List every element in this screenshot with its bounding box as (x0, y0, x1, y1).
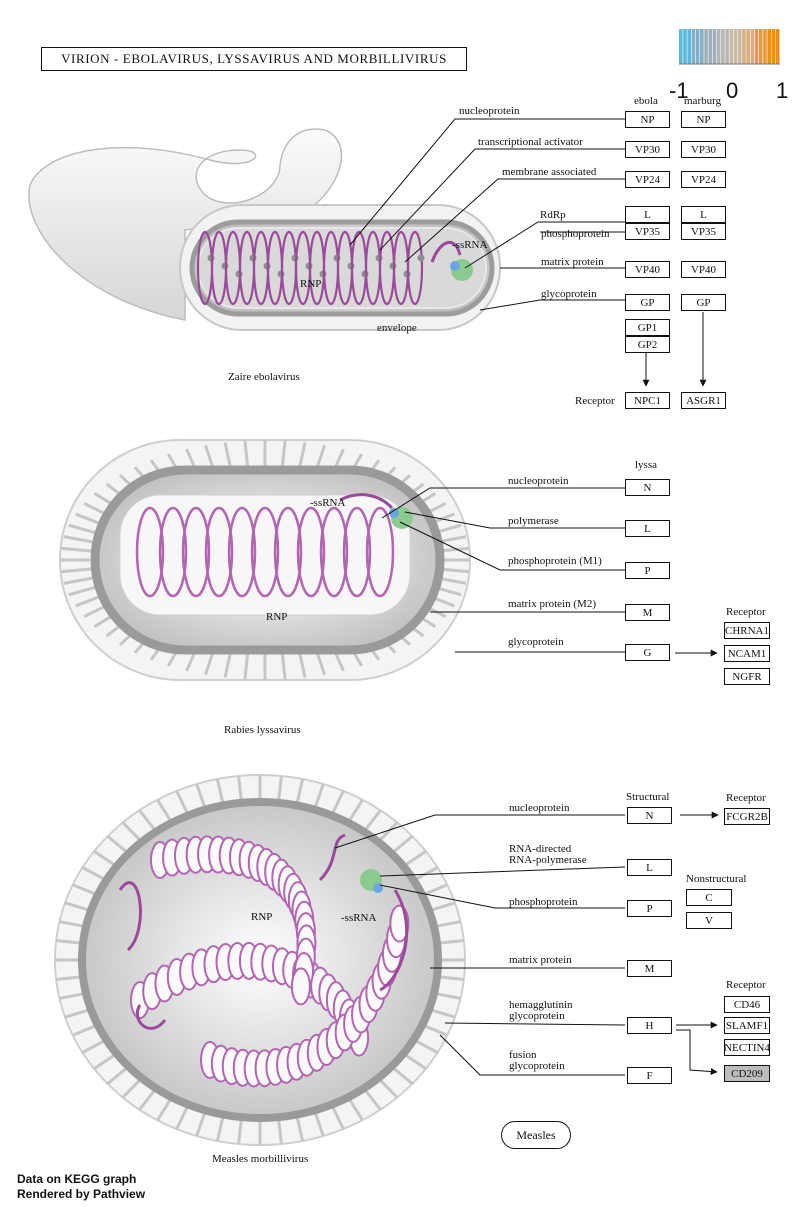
ebola-rnp-coil (196, 230, 425, 306)
gene-box-rabies-m[interactable]: M (625, 604, 670, 621)
label-rabies-ssrna: -ssRNA (310, 497, 346, 509)
ebola-tail (28, 128, 342, 321)
col-lyssa: lyssa (635, 459, 657, 471)
col-ebola: ebola (634, 95, 658, 107)
label-measles-rnp: RNP (251, 911, 273, 923)
measles-map-link[interactable]: Measles (501, 1121, 571, 1149)
gene-box-measles-h[interactable]: H (627, 1017, 672, 1034)
color-scale-legend (679, 29, 780, 64)
gene-box-rabies-l[interactable]: L (625, 520, 670, 537)
gene-box-ngfr[interactable]: NGFR (724, 668, 770, 685)
gene-box-l-marburg[interactable]: L (681, 206, 726, 223)
scale-min-label: -1 (669, 78, 689, 103)
label-ebola-phospho: phosphoprotein (541, 228, 610, 240)
caption-rabies: Rabies lyssavirus (224, 724, 301, 736)
gene-box-cd209[interactable]: CD209 (724, 1065, 770, 1082)
gene-box-gp1[interactable]: GP1 (625, 319, 670, 336)
label-ebola-transcriptional: transcriptional activator (478, 136, 583, 148)
label-measles-phospho: phosphoprotein (509, 896, 578, 908)
gene-box-nectin4[interactable]: NECTIN4 (724, 1039, 770, 1056)
label-measles-nucleoprotein: nucleoprotein (509, 802, 570, 814)
gene-box-fcgr2b[interactable]: FCGR2B (724, 808, 770, 825)
gene-box-vp30-ebola[interactable]: VP30 (625, 141, 670, 158)
gene-box-chrna1[interactable]: CHRNA1 (724, 622, 770, 639)
label-structural: Structural (626, 791, 670, 803)
label-rabies-nucleoprotein: nucleoprotein (508, 475, 569, 487)
gene-box-npc1[interactable]: NPC1 (625, 392, 670, 409)
label-measles-hemagglutinin: hemagglutinin (509, 999, 573, 1011)
label-rabies-glyco: glycoprotein (508, 636, 564, 648)
footer-rendered-by: Rendered by Pathview (17, 1187, 146, 1201)
col-marburg: marburg (684, 95, 722, 107)
gene-box-vp35-ebola[interactable]: VP35 (625, 223, 670, 240)
gene-box-gp-marburg[interactable]: GP (681, 294, 726, 311)
gene-box-measles-p[interactable]: P (627, 900, 672, 917)
gene-box-cd46[interactable]: CD46 (724, 996, 770, 1013)
label-measles-hemag-glyco: glycoprotein (509, 1010, 565, 1022)
label-ebola-rdrp: RdRp (540, 209, 566, 221)
label-rabies-matrix: matrix protein (M2) (508, 598, 596, 610)
gene-box-gp-ebola[interactable]: GP (625, 294, 670, 311)
label-ebola-ssrna: -ssRNA (452, 239, 488, 251)
gene-box-np-marburg[interactable]: NP (681, 111, 726, 128)
label-ebola-membrane: membrane associated (502, 166, 597, 178)
label-measles-receptor-1: Receptor (726, 792, 766, 804)
page-title: VIRION - EBOLAVIRUS, LYSSAVIRUS AND MORB… (41, 47, 467, 71)
gene-box-vp24-marburg[interactable]: VP24 (681, 171, 726, 188)
gene-box-measles-f[interactable]: F (627, 1067, 672, 1084)
measles-rnp-coil (130, 835, 410, 1088)
gene-box-rabies-p[interactable]: P (625, 562, 670, 579)
label-rabies-polymerase: polymerase (508, 515, 559, 527)
caption-ebola: Zaire ebolavirus (228, 371, 300, 383)
gene-box-gp2[interactable]: GP2 (625, 336, 670, 353)
gene-box-vp40-ebola[interactable]: VP40 (625, 261, 670, 278)
gene-box-measles-n[interactable]: N (627, 807, 672, 824)
gene-box-ncam1[interactable]: NCAM1 (724, 645, 770, 662)
gene-box-l-ebola[interactable]: L (625, 206, 670, 223)
gene-box-vp40-marburg[interactable]: VP40 (681, 261, 726, 278)
gene-box-np-ebola[interactable]: NP (625, 111, 670, 128)
gene-box-measles-m[interactable]: M (627, 960, 672, 977)
label-measles-rna-polymerase: RNA-polymerase (509, 854, 587, 866)
label-rabies-phospho: phosphoprotein (M1) (508, 555, 602, 567)
gene-box-vp30-marburg[interactable]: VP30 (681, 141, 726, 158)
measles-virion (54, 774, 466, 1146)
caption-measles: Measles morbillivirus (212, 1153, 309, 1165)
gene-box-measles-c[interactable]: C (686, 889, 732, 906)
gene-box-vp35-marburg[interactable]: VP35 (681, 223, 726, 240)
label-measles-fusion-glyco: glycoprotein (509, 1060, 565, 1072)
label-measles-receptor-2: Receptor (726, 979, 766, 991)
label-rabies-rnp: RNP (266, 611, 288, 623)
label-nonstructural: Nonstructural (686, 873, 747, 885)
label-ebola-rnp: RNP (300, 278, 322, 290)
gene-box-measles-v[interactable]: V (686, 912, 732, 929)
ebola-virion (28, 128, 501, 331)
footer-data-source: Data on KEGG graph (17, 1172, 137, 1186)
label-measles-fusion: fusion (509, 1049, 537, 1061)
label-rabies-receptor: Receptor (726, 606, 766, 618)
label-ebola-nucleoprotein: nucleoprotein (459, 105, 520, 117)
label-measles-matrix: matrix protein (509, 954, 572, 966)
label-measles-rna-directed: RNA-directed (509, 843, 572, 855)
gene-box-measles-l[interactable]: L (627, 859, 672, 876)
scale-max-label: 1 (776, 78, 789, 103)
gene-box-rabies-g[interactable]: G (625, 644, 670, 661)
label-ebola-matrix: matrix protein (541, 256, 604, 268)
gene-box-slamf1[interactable]: SLAMF1 (724, 1017, 770, 1034)
label-ebola-receptor: Receptor (575, 395, 615, 407)
connector-lines (334, 118, 719, 1076)
label-ebola-glyco: glycoprotein (541, 288, 597, 300)
gene-box-rabies-n[interactable]: N (625, 479, 670, 496)
scale-mid-label: 0 (726, 78, 739, 103)
label-ebola-envelope: envelope (377, 322, 417, 334)
gene-box-vp24-ebola[interactable]: VP24 (625, 171, 670, 188)
label-measles-ssrna: -ssRNA (341, 912, 377, 924)
gene-box-asgr1[interactable]: ASGR1 (681, 392, 726, 409)
rabies-virion (59, 439, 471, 681)
rabies-rnp-coil (119, 494, 411, 616)
